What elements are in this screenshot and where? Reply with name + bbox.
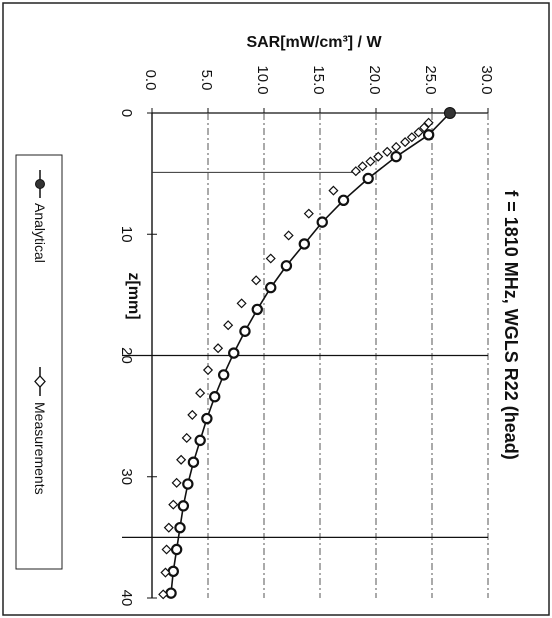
point-measurement — [357, 161, 368, 172]
point-measurement — [158, 589, 169, 600]
point-measurement — [373, 151, 384, 162]
point-analytical — [165, 587, 177, 599]
point-measurement — [195, 388, 206, 399]
x-tick-label: 10 — [118, 226, 135, 243]
y-tick-label: 25.0 — [422, 65, 439, 94]
point-analytical — [167, 565, 179, 578]
point-measurement — [350, 166, 361, 177]
point-analytical — [201, 412, 213, 425]
chart-title: f = 1810 MHz, WGLS R22 (head) — [501, 190, 521, 460]
y-tick-label: 15.0 — [310, 65, 327, 94]
point-analytical — [251, 303, 263, 316]
point-analytical — [182, 478, 194, 490]
point-measurement — [413, 127, 424, 138]
point-analytical — [170, 543, 183, 556]
y-axis-title: SAR[mW/cm³] / W — [246, 34, 382, 51]
point-measurement — [168, 499, 179, 510]
point-measurement — [176, 454, 187, 465]
x-tick-label: 30 — [118, 468, 135, 485]
point-analytical — [209, 391, 221, 403]
point-analytical — [422, 129, 435, 141]
point-measurement — [391, 141, 402, 152]
point-measurement — [251, 275, 262, 286]
x-tick-label: 20 — [118, 347, 135, 364]
point-measurement — [400, 137, 411, 148]
y-tick-label: 20.0 — [366, 65, 383, 94]
point-measurement — [223, 320, 234, 331]
point-analytical — [239, 325, 251, 337]
y-tick-label: 5.0 — [198, 70, 215, 91]
point-measurement — [382, 146, 393, 157]
point-measurement — [187, 409, 198, 420]
series-measurements — [158, 117, 434, 600]
point-measurement — [181, 432, 192, 443]
y-tick-label: 0.0 — [142, 70, 159, 91]
point-measurement — [160, 567, 171, 578]
point-measurement — [265, 253, 276, 264]
x-tick-label: 40 — [118, 590, 135, 607]
x-axis-title: z[mm] — [125, 272, 142, 319]
point-measurement — [365, 156, 376, 167]
point-analytical — [337, 194, 350, 206]
legend-marker-measurements — [34, 375, 46, 388]
y-tick-labels: 0.0 5.0 10.0 15.0 20.0 25.0 30.0 — [142, 65, 495, 94]
point-measurement — [161, 544, 172, 555]
point-measurement — [328, 185, 339, 196]
point-analytical — [316, 216, 328, 228]
point-measurement — [419, 122, 430, 133]
legend-label-measurements: Measurements — [32, 402, 48, 495]
legend-box — [15, 154, 63, 570]
point-analytical — [194, 434, 206, 447]
series-analytical — [165, 107, 456, 599]
point-analytical — [177, 500, 190, 512]
point-analytical — [187, 456, 200, 468]
legend-marker-analytical — [35, 179, 45, 189]
point-measurement — [303, 208, 314, 219]
series-layer — [158, 107, 456, 600]
point-analytical — [174, 521, 186, 534]
point-analytical — [443, 107, 456, 119]
point-measurement — [202, 365, 214, 376]
point-measurement — [236, 298, 247, 309]
x-tick-labels: 0 10 20 30 40 — [118, 109, 135, 607]
point-measurement — [163, 522, 174, 533]
point-analytical — [390, 150, 402, 163]
y-tick-label: 10.0 — [254, 65, 271, 94]
point-analytical — [362, 172, 374, 185]
point-analytical — [265, 281, 277, 294]
point-measurement — [406, 132, 417, 143]
point-measurement — [213, 343, 224, 354]
legend-entry-analytical: Analytical — [32, 170, 48, 263]
legend-label-analytical: Analytical — [32, 203, 48, 263]
point-measurement — [171, 477, 182, 488]
y-tick-label: 30.0 — [478, 65, 495, 94]
point-analytical — [298, 238, 311, 250]
legend-entry-measurements: Measurements — [32, 367, 48, 495]
x-tick-label: 0 — [118, 109, 135, 117]
legend: Analytical Measurements — [15, 154, 63, 570]
point-analytical — [280, 260, 293, 272]
reference-lines — [122, 171, 488, 539]
point-analytical — [228, 347, 240, 359]
point-measurement — [283, 230, 294, 241]
point-measurement — [423, 117, 434, 128]
point-analytical — [217, 369, 230, 381]
